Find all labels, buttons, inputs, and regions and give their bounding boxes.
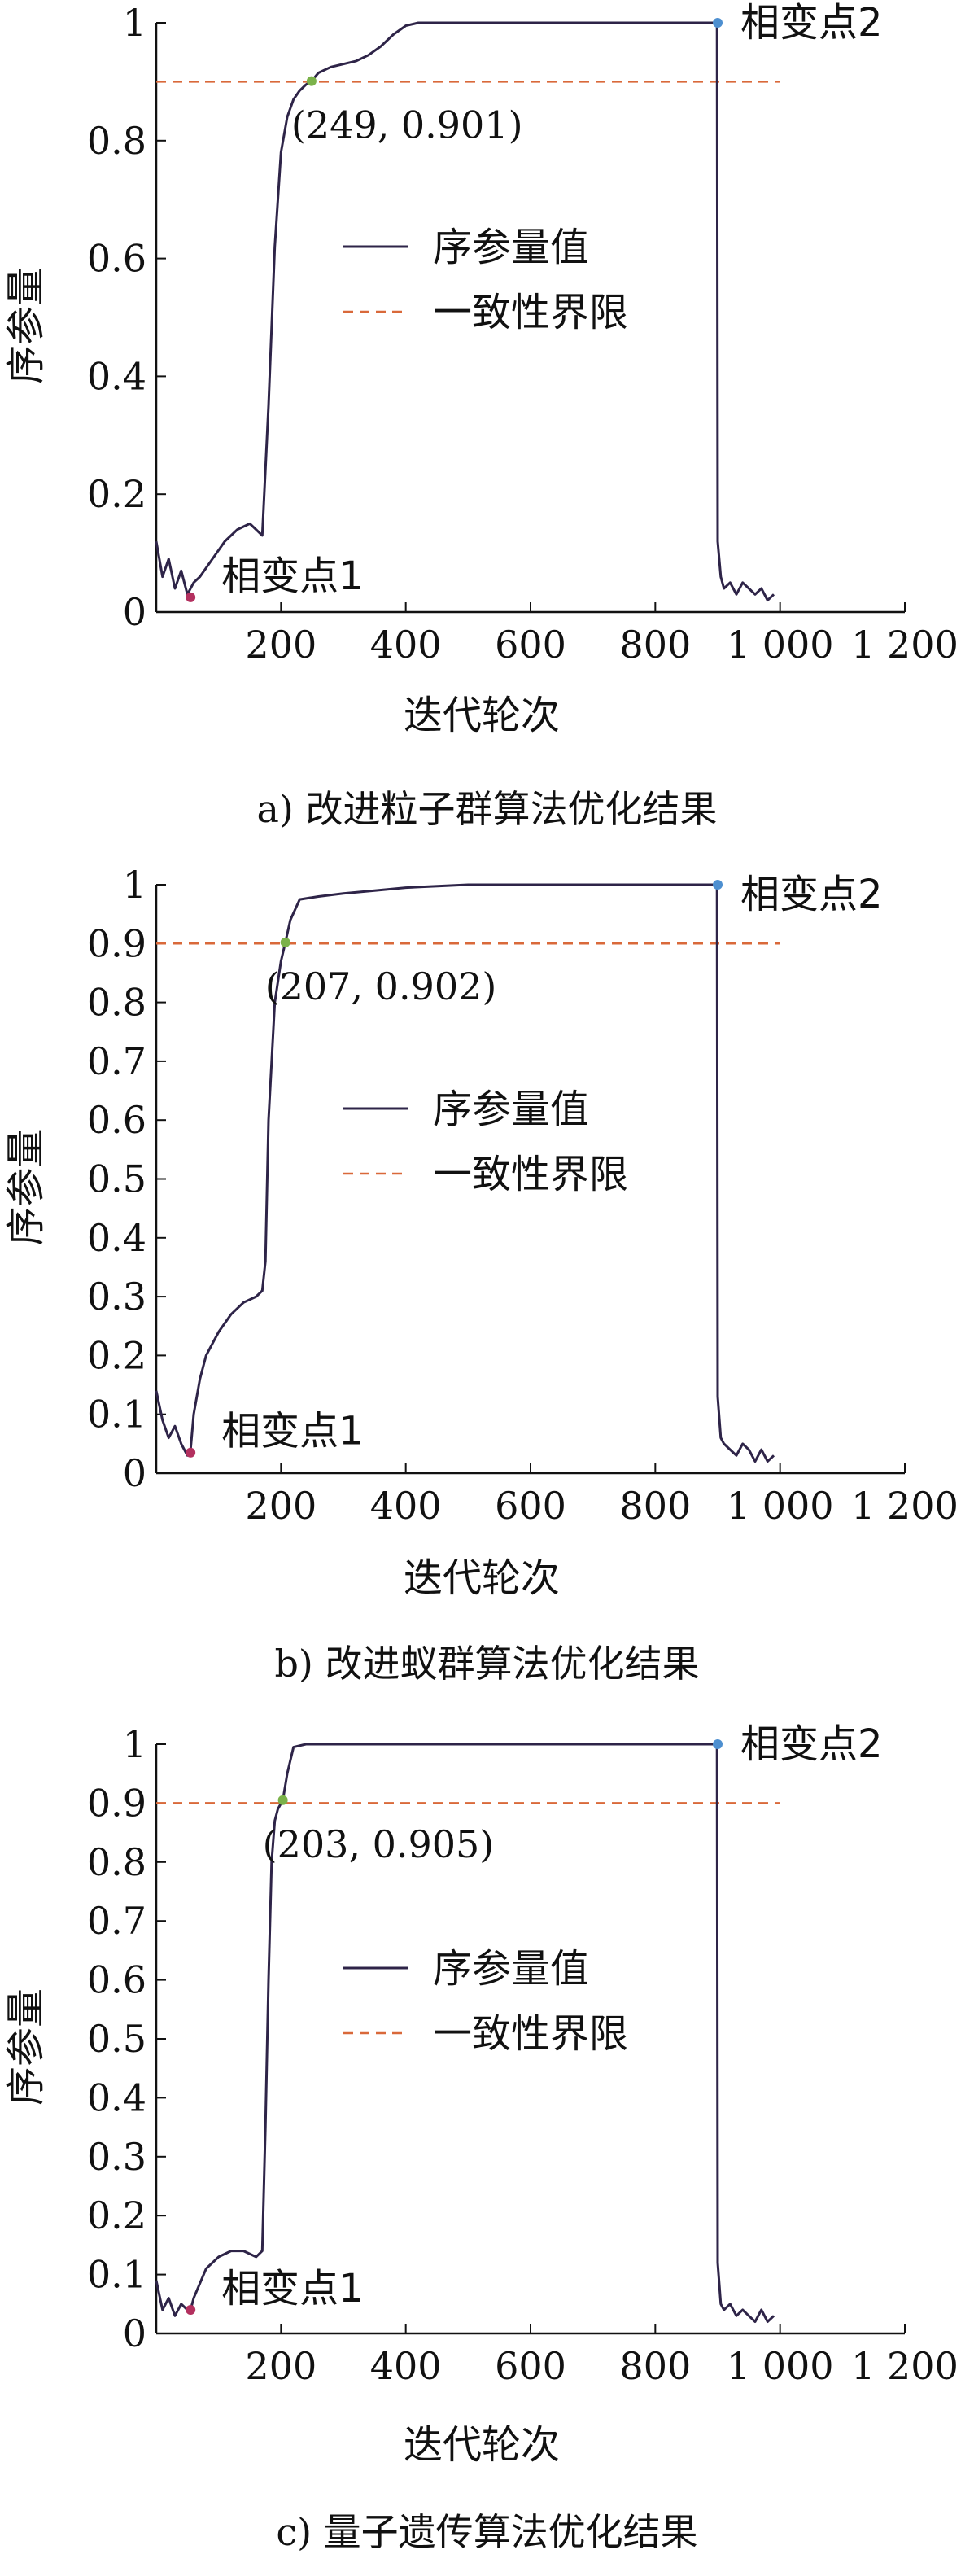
legend-series-label-c: 序参量值 — [433, 1946, 589, 1992]
x-tick-label-b: 1 200 — [851, 1484, 959, 1528]
phase-point-2-label-b: 相变点2 — [740, 872, 883, 917]
y-axis-title-c: 序参量 — [3, 1988, 49, 2106]
x-tick-label-c: 400 — [370, 2344, 442, 2388]
y-tick-label-b: 0.9 — [87, 921, 146, 965]
phase-point-1-label-c: 相变点1 — [221, 2266, 364, 2311]
x-tick-label-c: 1 000 — [727, 2344, 834, 2388]
x-tick-label-a: 1 000 — [727, 623, 834, 667]
phase-point-1-a — [186, 592, 196, 602]
chart-panel-c: 0 0.1 0.2 0.3 0.4 0.5 0.6 0.7 0.8 0.9 1 200 400 600 80… — [0, 1717, 974, 2576]
phase-point-1-label-b: 相变点1 — [221, 1409, 364, 1454]
crossing-point-a — [306, 76, 317, 86]
x-axis-title-b: 迭代轮次 — [404, 1555, 560, 1601]
x-axis-title-a: 迭代轮次 — [404, 693, 560, 738]
phase-point-1-c — [186, 2305, 196, 2316]
chart-panel-b: 0 0.1 0.2 0.3 0.4 0.5 0.6 0.7 0.8 0.9 1 200 400 600 80… — [0, 863, 974, 1701]
y-tick-label-b: 1 — [123, 863, 146, 907]
crossing-point-label-a: (249, 0.901) — [291, 103, 523, 147]
y-tick-label-a: 0.4 — [87, 354, 146, 398]
x-tick-label-c: 800 — [619, 2344, 691, 2388]
crossing-point-b — [280, 937, 290, 947]
y-tick-label-a: 1 — [123, 1, 146, 45]
y-axis-title-b: 序参量 — [3, 1128, 49, 1245]
phase-point-2-a — [713, 18, 723, 28]
y-axis-title-a: 序参量 — [3, 267, 49, 384]
y-tick-label-c: 0.4 — [87, 2075, 146, 2119]
x-axis-title-c: 迭代轮次 — [404, 2422, 560, 2468]
phase-point-2-b — [713, 880, 723, 890]
y-tick-label-b: 0.8 — [87, 981, 146, 1025]
y-tick-label-b: 0.7 — [87, 1039, 146, 1083]
legend-threshold-label-a: 一致性界限 — [433, 290, 628, 335]
x-tick-label-c: 200 — [245, 2344, 317, 2388]
chart-caption-a: a) 改进粒子群算法优化结果 — [256, 787, 718, 831]
phase-point-2-c — [713, 1739, 723, 1749]
crossing-point-c — [277, 1795, 288, 1805]
y-tick-label-c: 0.1 — [87, 2253, 146, 2297]
y-tick-label-b: 0.6 — [87, 1098, 146, 1142]
y-tick-label-c: 1 — [123, 1722, 146, 1766]
x-tick-label-a: 400 — [370, 623, 442, 667]
line-chart-a: 0 0.2 0.4 0.6 0.8 1 200 400 600 800 1 000 1 200 迭代轮次… — [3, 0, 959, 738]
y-tick-label-b: 0.4 — [87, 1216, 146, 1260]
y-tick-label-c: 0.2 — [87, 2193, 146, 2237]
x-tick-label-b: 400 — [370, 1484, 442, 1528]
phase-point-2-label-a: 相变点2 — [740, 0, 883, 46]
y-tick-label-b: 0.2 — [87, 1333, 146, 1377]
x-tick-label-a: 200 — [245, 623, 317, 667]
x-tick-label-a: 600 — [495, 623, 566, 667]
y-tick-label-b: 0 — [123, 1451, 146, 1495]
x-tick-label-c: 600 — [495, 2344, 566, 2388]
y-tick-label-c: 0.5 — [87, 2017, 146, 2061]
phase-point-1-b — [186, 1447, 196, 1458]
crossing-point-label-b: (207, 0.902) — [265, 964, 497, 1008]
line-chart-c: 0 0.1 0.2 0.3 0.4 0.5 0.6 0.7 0.8 0.9 1 200 400 600 80… — [3, 1721, 959, 2468]
crossing-point-label-c: (203, 0.905) — [263, 1822, 495, 1866]
y-tick-label-c: 0 — [123, 2311, 146, 2355]
series-line-a — [155, 21, 775, 601]
x-tick-label-c: 1 200 — [851, 2344, 959, 2388]
y-tick-label-c: 0.7 — [87, 1899, 146, 1943]
y-tick-label-b: 0.1 — [87, 1393, 146, 1437]
chart-caption-b: b) 改进蚁群算法优化结果 — [274, 1642, 700, 1686]
x-tick-label-a: 800 — [619, 623, 691, 667]
y-tick-label-a: 0.2 — [87, 472, 146, 516]
x-tick-label-b: 200 — [245, 1484, 317, 1528]
y-tick-label-a: 0.8 — [87, 119, 146, 163]
phase-point-2-label-c: 相变点2 — [740, 1721, 883, 1767]
y-tick-label-b: 0.3 — [87, 1275, 146, 1319]
line-chart-b: 0 0.1 0.2 0.3 0.4 0.5 0.6 0.7 0.8 0.9 1 200 400 600 80… — [3, 863, 959, 1601]
y-tick-label-a: 0.6 — [87, 237, 146, 281]
y-tick-label-c: 0.3 — [87, 2135, 146, 2179]
y-tick-label-c: 0.6 — [87, 1958, 146, 2002]
phase-point-1-label-a: 相变点1 — [221, 553, 364, 599]
chart-panel-a: 0 0.2 0.4 0.6 0.8 1 200 400 600 800 1 000 1 200 迭代轮次… — [0, 0, 974, 846]
legend-threshold-label-c: 一致性界限 — [433, 2011, 628, 2057]
y-tick-label-a: 0 — [123, 590, 146, 634]
x-tick-label-b: 800 — [619, 1484, 691, 1528]
x-tick-label-b: 600 — [495, 1484, 566, 1528]
x-tick-label-a: 1 200 — [851, 623, 959, 667]
chart-caption-c: c) 量子遗传算法优化结果 — [276, 2510, 698, 2554]
legend-series-label-a: 序参量值 — [433, 225, 589, 270]
y-tick-label-c: 0.9 — [87, 1781, 146, 1825]
x-tick-label-b: 1 000 — [727, 1484, 834, 1528]
series-line-c — [155, 1743, 775, 2323]
series-line-b — [155, 883, 775, 1463]
y-tick-label-c: 0.8 — [87, 1840, 146, 1884]
y-tick-label-b: 0.5 — [87, 1157, 146, 1201]
legend-threshold-label-b: 一致性界限 — [433, 1152, 628, 1197]
legend-series-label-b: 序参量值 — [433, 1087, 589, 1132]
